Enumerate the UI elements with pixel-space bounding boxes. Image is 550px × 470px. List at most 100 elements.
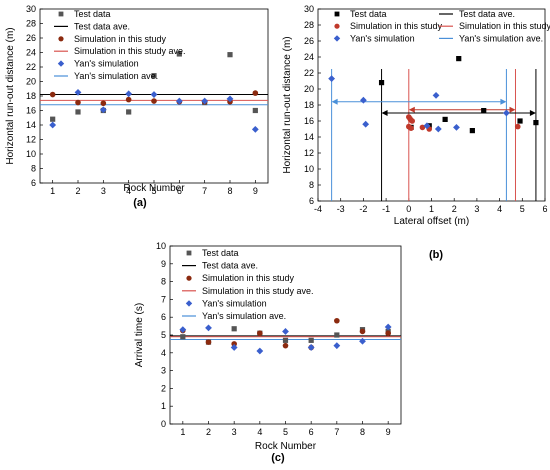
panel-a-ytick-label: 26 xyxy=(26,33,36,43)
panel-b-legend-marker xyxy=(334,11,340,17)
panel-b-data-point xyxy=(514,123,521,130)
panel-b-legend-label: Simulation in this study ave. xyxy=(459,21,550,31)
panel-a-xtick-label: 3 xyxy=(101,186,106,196)
panel-b-legend-label: Test data xyxy=(350,9,387,19)
panel-c-data-point xyxy=(257,330,263,337)
panel-c-legend-label: Simulation in this study xyxy=(202,273,295,283)
panel-c-legend-label: Test data ave. xyxy=(202,261,258,271)
panel-b-arrow-head xyxy=(500,98,507,105)
panel-a-data-point xyxy=(49,121,57,129)
panel-b-legend-label: Test data ave. xyxy=(459,9,515,19)
panel-b-data-point xyxy=(456,56,462,62)
panel-a-data-point xyxy=(74,88,82,96)
panel-c-xtick-label: 6 xyxy=(309,427,314,437)
panel-a-data-point xyxy=(226,95,234,103)
panel-c-legend-marker xyxy=(186,275,192,281)
panel-a-data-point xyxy=(126,109,132,115)
panel-a-data-point xyxy=(50,116,56,122)
panel-b-ytick-label: 18 xyxy=(304,100,314,110)
panel-c-data-point xyxy=(282,328,289,335)
panel-a-legend-label: Yan's simulation xyxy=(74,59,139,69)
panel-b-data-point xyxy=(533,120,539,126)
panel-b-xtick-label: -3 xyxy=(337,204,345,214)
panel-a-ytick-label: 16 xyxy=(26,106,36,116)
panel-b-data-point xyxy=(503,109,510,117)
panel-b-arrow-head xyxy=(408,106,415,113)
panel-c-xtick-label: 2 xyxy=(206,427,211,437)
panel-a-xtick-label: 1 xyxy=(50,186,55,196)
panel-a-ytick-label: 14 xyxy=(26,120,36,130)
panel-c-legend-marker xyxy=(185,300,193,307)
panel-c-data-point xyxy=(231,341,237,347)
panel-c-ytick-label: 8 xyxy=(161,277,166,287)
panel-c-ytick-label: 0 xyxy=(161,419,166,429)
panel-a-y-axis-label: Horizontal run-out distance (m) xyxy=(5,27,16,164)
panel-b-xtick-label: 6 xyxy=(542,204,547,214)
panel-b-data-point xyxy=(362,120,370,128)
panel-b-data-point xyxy=(328,75,336,82)
panel-a-caption: (a) xyxy=(133,197,147,209)
panel-a-xtick-label: 2 xyxy=(75,186,80,196)
panel-c-xtick-label: 1 xyxy=(180,427,185,437)
panel-c-xtick-label: 8 xyxy=(360,427,365,437)
panel-c-data-point xyxy=(230,344,238,351)
panel-b-arrow-head xyxy=(529,110,536,116)
panel-b-xtick-label: -4 xyxy=(314,204,322,214)
panel-b-data-point xyxy=(481,108,487,114)
panel-b-xtick-label: -1 xyxy=(382,204,390,214)
panel-a-data-point xyxy=(99,106,107,114)
panel-a-data-point xyxy=(75,99,81,106)
panel-a-ytick-label: 24 xyxy=(26,48,36,58)
panel-b-legend-marker xyxy=(333,35,341,42)
panel-a-data-point xyxy=(125,96,132,103)
panel-b-legend-label: Yan's simulation xyxy=(350,33,415,43)
panel-c-data-point xyxy=(179,326,187,334)
panel-c-legend-label: Simulation in this study ave. xyxy=(202,286,314,296)
panel-c-data-point xyxy=(282,342,289,349)
panel-a-xtick-label: 5 xyxy=(151,186,156,196)
panel-b-legend-label: Simulation in this study xyxy=(350,21,443,31)
panel-c-y-axis-label: Arrival time (s) xyxy=(134,303,145,367)
panel-c-data-point xyxy=(334,332,340,338)
panel-a-ytick-label: 10 xyxy=(26,149,36,159)
panel-a-data-point xyxy=(251,125,259,133)
panel-a-ytick-label: 20 xyxy=(26,77,36,87)
panel-b-x-axis-label: Lateral offset (m) xyxy=(394,216,469,227)
panel-b-ytick-label: 26 xyxy=(304,36,314,46)
panel-c-legend-label: Test data xyxy=(202,248,239,258)
panel-b-xtick-label: 2 xyxy=(452,204,457,214)
panel-b-data-point xyxy=(423,122,431,130)
panel-b-ytick-label: 12 xyxy=(304,148,314,158)
panel-c-ytick-label: 7 xyxy=(161,294,166,304)
panel-b-arrow-head xyxy=(509,106,516,113)
panel-b-data-point xyxy=(408,125,414,131)
panel-a-legend-marker xyxy=(58,11,64,17)
panel-a-legend-label: Yan's simulation ave. xyxy=(74,71,158,81)
panel-c-ytick-label: 6 xyxy=(161,312,166,322)
panel-c-data-point xyxy=(180,334,186,340)
panel-b-xtick-label: 4 xyxy=(497,204,502,214)
panel-a-data-point xyxy=(150,91,158,98)
panel-c-xtick-label: 3 xyxy=(232,427,237,437)
panel-b-legend-marker xyxy=(334,23,340,29)
panel-a-legend-marker xyxy=(57,60,65,67)
panel-b-y-axis-label: Horizontal run-out distance (m) xyxy=(282,36,293,173)
panel-b-arrow-head xyxy=(331,98,338,105)
panel-a-data-point xyxy=(175,97,183,105)
panel-c-data-point xyxy=(256,347,264,355)
panel-b-ytick-label: 14 xyxy=(304,132,314,142)
panel-a-data-point xyxy=(75,109,81,115)
panel-b-ytick-label: 28 xyxy=(304,20,314,30)
panel-c-ytick-label: 3 xyxy=(161,366,166,376)
panel-b-data-point xyxy=(360,96,367,104)
panel-b-xtick-label: 5 xyxy=(520,204,525,214)
panel-b-data-point xyxy=(409,118,416,124)
panel-c-ytick-label: 5 xyxy=(161,330,166,340)
panel-a-xtick-label: 8 xyxy=(227,186,232,196)
panel-c-legend-label: Yan's simulation ave. xyxy=(202,311,286,321)
panel-a-xtick-label: 7 xyxy=(202,186,207,196)
panel-c-ytick-label: 1 xyxy=(161,401,166,411)
